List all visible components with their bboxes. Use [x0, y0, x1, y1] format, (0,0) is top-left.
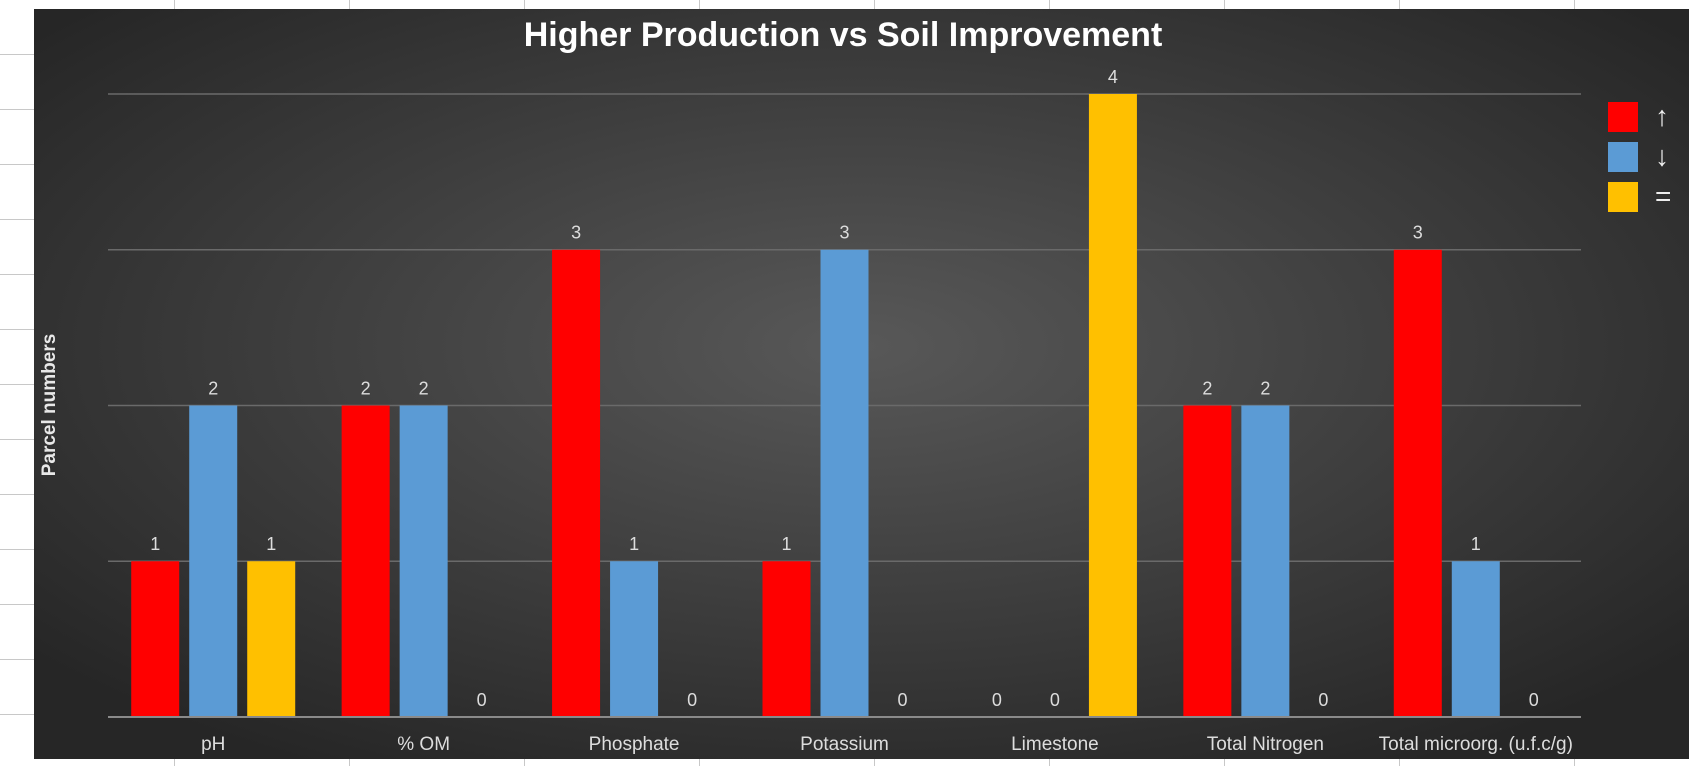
value-label: 0	[897, 690, 907, 710]
x-tick-label: pH	[201, 734, 225, 755]
legend-swatch	[1608, 102, 1638, 132]
x-tick-label: Potassium	[800, 734, 889, 755]
value-label: 3	[839, 223, 849, 243]
bar	[341, 405, 390, 717]
x-tick-label: Total Nitrogen	[1207, 734, 1324, 755]
value-label: 1	[266, 534, 276, 554]
bar	[1183, 405, 1232, 717]
bar	[1241, 405, 1290, 717]
value-label: 0	[992, 690, 1002, 710]
value-label: 1	[781, 534, 791, 554]
bar	[820, 249, 869, 717]
bar	[131, 561, 180, 717]
value-label: 3	[571, 223, 581, 243]
x-tick-label: % OM	[397, 734, 450, 755]
value-label: 1	[1471, 534, 1481, 554]
value-label: 2	[361, 378, 371, 398]
value-label: 1	[629, 534, 639, 554]
value-label: 0	[477, 690, 487, 710]
bar	[1088, 94, 1137, 717]
value-label: 3	[1413, 223, 1423, 243]
bar	[1451, 561, 1500, 717]
legend-label: =	[1655, 180, 1671, 211]
value-label: 0	[1050, 690, 1060, 710]
bar	[552, 249, 601, 717]
legend-swatch	[1608, 142, 1638, 172]
value-label: 0	[1529, 690, 1539, 710]
value-label: 2	[1202, 378, 1212, 398]
bar	[610, 561, 659, 717]
value-label: 4	[1108, 67, 1118, 87]
y-axis-label: Parcel numbers	[39, 334, 60, 477]
bar	[247, 561, 296, 717]
value-label: 2	[419, 378, 429, 398]
legend-label: ↑	[1655, 100, 1669, 131]
chart-title: Higher Production vs Soil Improvement	[524, 16, 1163, 54]
value-label: 0	[687, 690, 697, 710]
x-tick-label: Phosphate	[589, 734, 680, 755]
legend-label: ↓	[1655, 140, 1669, 171]
bar	[762, 561, 811, 717]
value-label: 2	[208, 378, 218, 398]
bar	[189, 405, 238, 717]
bar	[399, 405, 448, 717]
x-tick-label: Total microorg. (u.f.c/g)	[1379, 734, 1573, 755]
value-label: 2	[1260, 378, 1270, 398]
x-tick-label: Limestone	[1011, 734, 1099, 755]
bar	[1393, 249, 1442, 717]
value-label: 0	[1318, 690, 1328, 710]
value-label: 1	[150, 534, 160, 554]
legend-swatch	[1608, 182, 1638, 212]
